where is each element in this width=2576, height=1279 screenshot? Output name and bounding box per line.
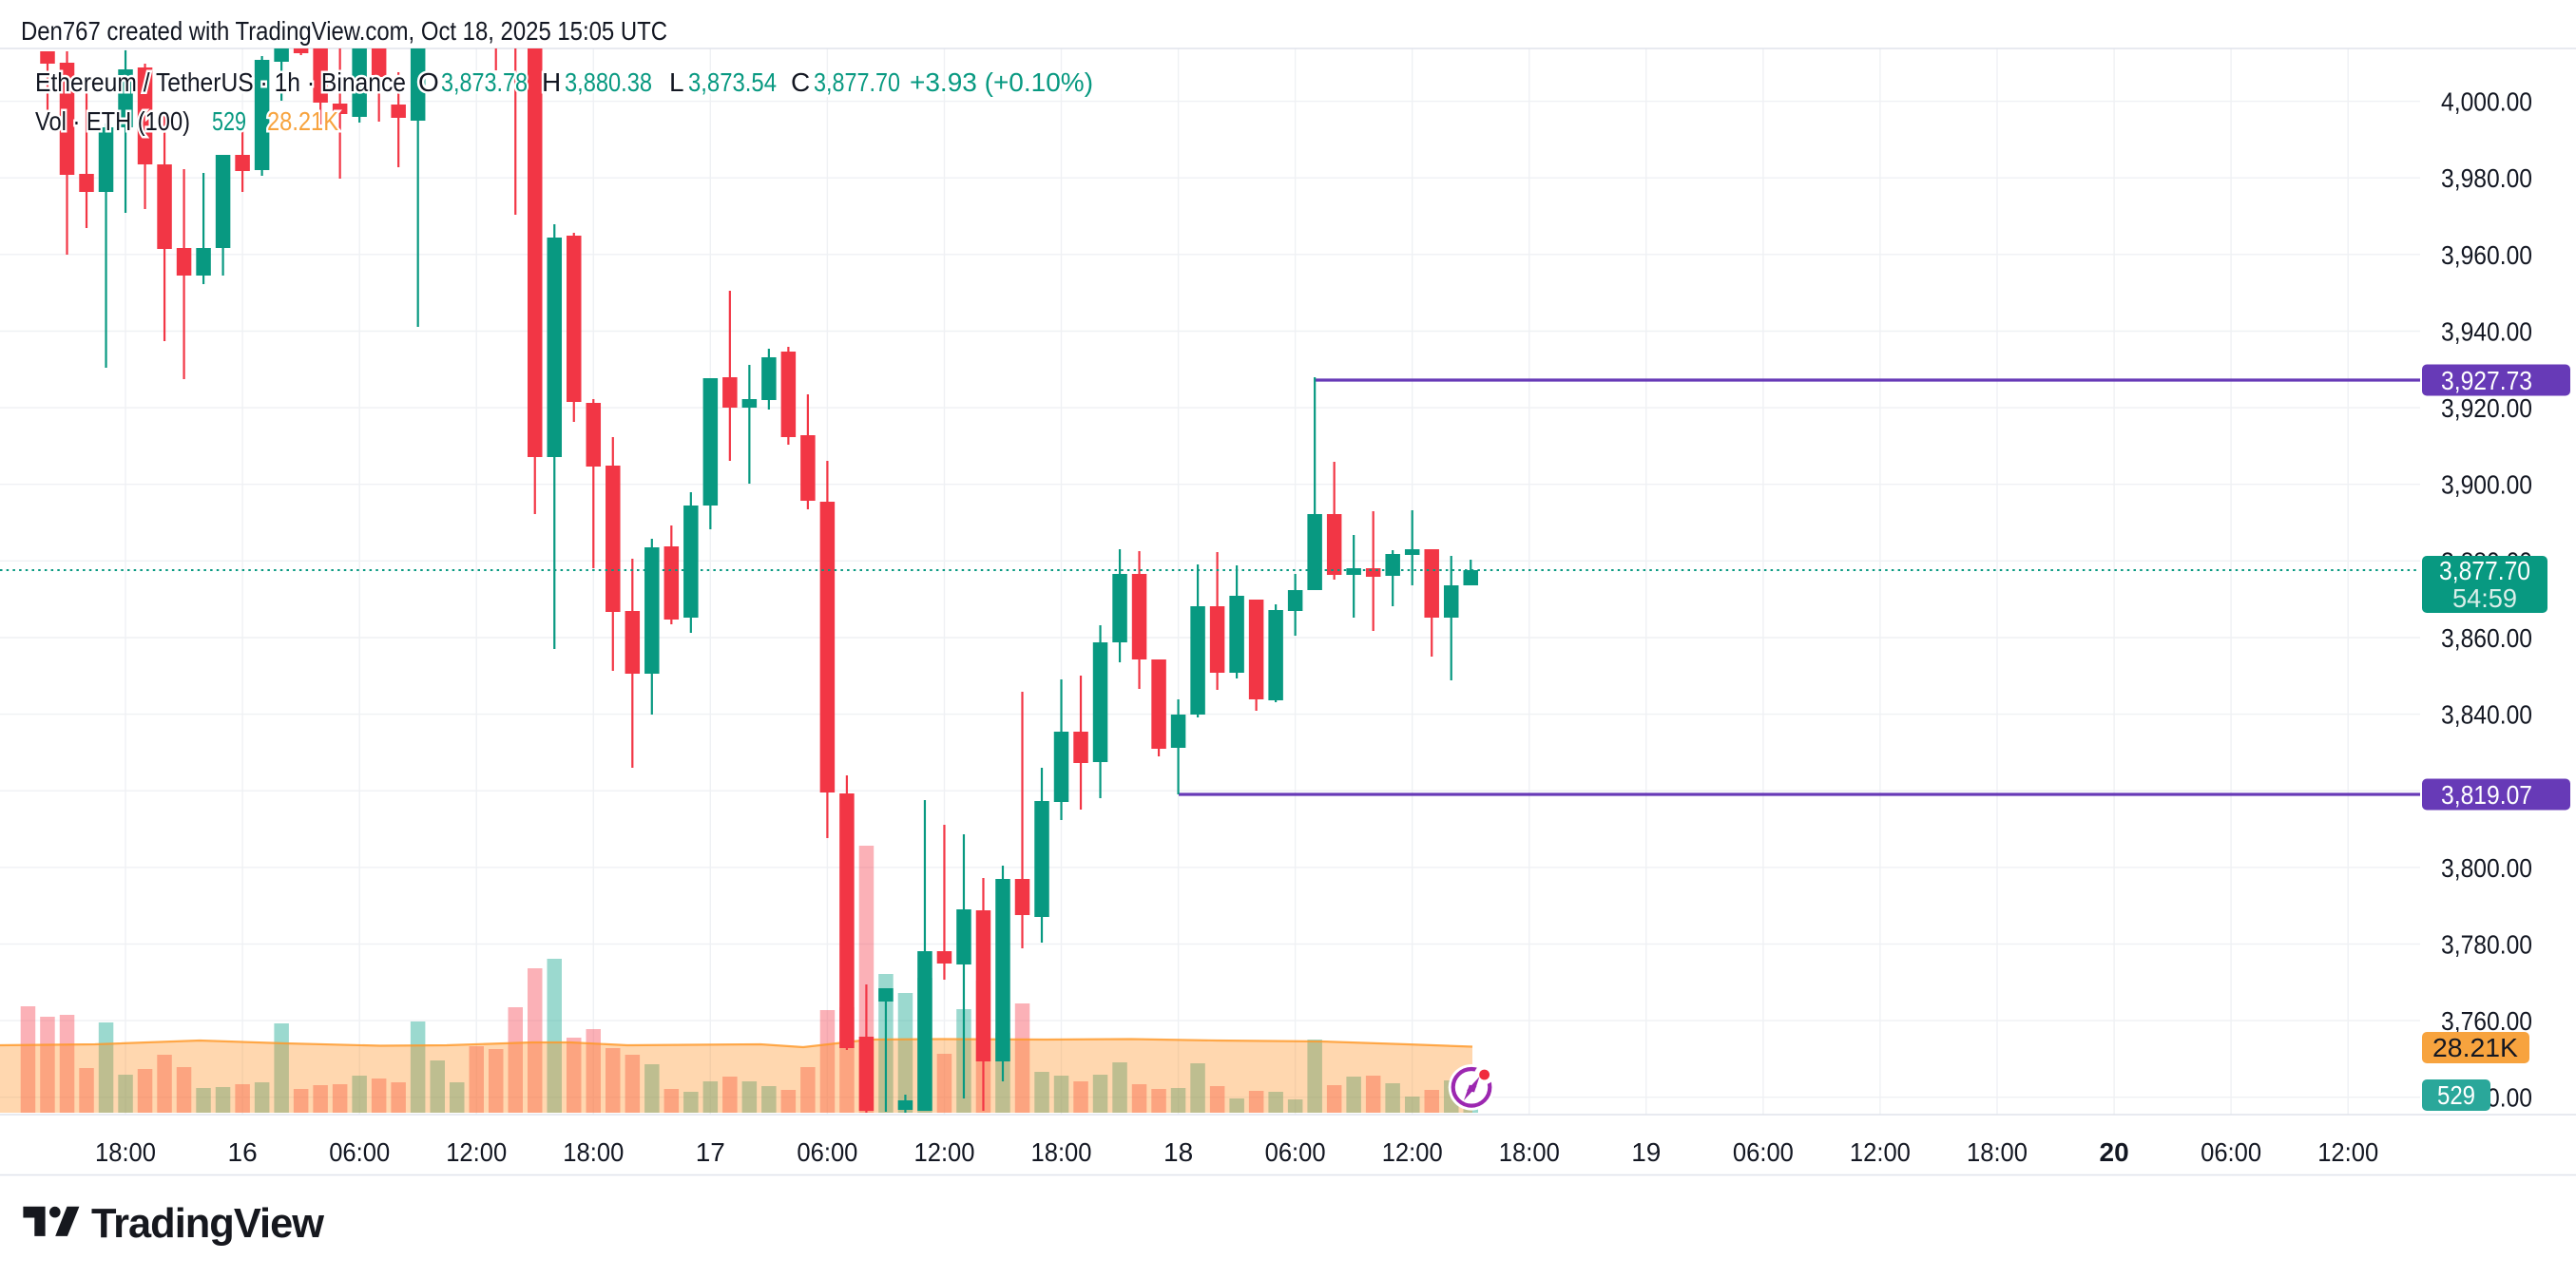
svg-text:529: 529 [2437,1080,2475,1110]
svg-text:12:00: 12:00 [1850,1137,1911,1167]
svg-text:O: O [418,67,439,97]
svg-text:3,819.07: 3,819.07 [2441,780,2532,810]
svg-text:+3.93 (+0.10%): +3.93 (+0.10%) [910,67,1093,97]
svg-text:3,873.54: 3,873.54 [688,67,777,97]
svg-text:3,800.00: 3,800.00 [2441,853,2532,883]
svg-text:12:00: 12:00 [446,1137,507,1167]
svg-text:17: 17 [696,1137,725,1167]
svg-text:3,880.38: 3,880.38 [565,67,652,97]
svg-text:3,760.00: 3,760.00 [2441,1006,2532,1036]
svg-text:3,927.73: 3,927.73 [2441,366,2532,395]
svg-text:12:00: 12:00 [1382,1137,1443,1167]
svg-text:20: 20 [2100,1137,2129,1167]
svg-text:3,960.00: 3,960.00 [2441,240,2532,270]
svg-text:Ethereum / TetherUS · 1h · Bin: Ethereum / TetherUS · 1h · Binance [35,67,406,97]
svg-text:3,877.70: 3,877.70 [2439,556,2530,585]
svg-text:3,873.78: 3,873.78 [441,67,528,97]
svg-text:3,877.70: 3,877.70 [814,67,900,97]
svg-text:Den767 created with TradingVie: Den767 created with TradingView.com, Oct… [21,16,667,46]
svg-text:18:00: 18:00 [95,1137,156,1167]
svg-text:4,000.00: 4,000.00 [2441,87,2532,117]
svg-text:3,860.00: 3,860.00 [2441,623,2532,653]
svg-text:06:00: 06:00 [2201,1137,2261,1167]
svg-text:18: 18 [1163,1137,1193,1167]
svg-text:28.21K: 28.21K [267,106,338,136]
svg-text:3,980.00: 3,980.00 [2441,163,2532,193]
svg-text:18:00: 18:00 [1967,1137,2028,1167]
svg-text:3,780.00: 3,780.00 [2441,930,2532,960]
svg-text:3,900.00: 3,900.00 [2441,470,2532,500]
svg-text:Vol · ETH (100): Vol · ETH (100) [35,106,190,136]
svg-text:06:00: 06:00 [797,1137,857,1167]
svg-text:54:59: 54:59 [2452,583,2517,613]
svg-text:TradingView: TradingView [91,1200,325,1247]
svg-text:28.21K: 28.21K [2432,1033,2518,1062]
svg-text:3,840.00: 3,840.00 [2441,700,2532,730]
svg-text:L: L [669,67,684,97]
svg-text:16: 16 [228,1137,258,1167]
svg-text:18:00: 18:00 [1499,1137,1560,1167]
svg-text:12:00: 12:00 [2317,1137,2378,1167]
svg-text:529: 529 [212,106,246,136]
svg-text:06:00: 06:00 [1265,1137,1326,1167]
svg-text:H: H [542,67,561,97]
svg-text:3,940.00: 3,940.00 [2441,317,2532,347]
svg-text:12:00: 12:00 [914,1137,975,1167]
svg-text:06:00: 06:00 [329,1137,390,1167]
svg-text:3,920.00: 3,920.00 [2441,393,2532,423]
svg-text:18:00: 18:00 [563,1137,624,1167]
svg-text:06:00: 06:00 [1733,1137,1794,1167]
svg-text:C: C [791,67,810,97]
svg-text:18:00: 18:00 [1031,1137,1092,1167]
svg-text:19: 19 [1631,1137,1661,1167]
